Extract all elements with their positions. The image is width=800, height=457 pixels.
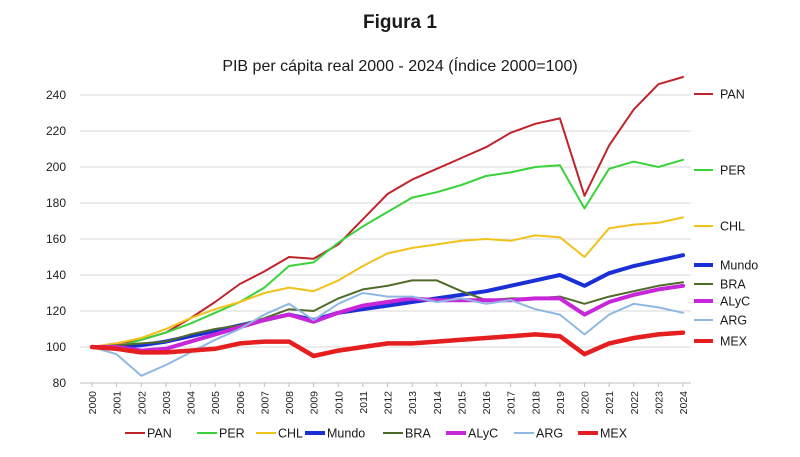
x-tick-label: 2010 (333, 391, 345, 415)
end-label-pan: PAN (694, 88, 745, 102)
legend-label: BRA (405, 427, 431, 441)
y-tick-label: 240 (46, 88, 66, 102)
legend-item-alyc: ALyC (446, 427, 498, 441)
x-tick-label: 2007 (259, 391, 271, 415)
end-label-arg: ARG (694, 314, 747, 328)
x-tick-label: 2009 (309, 391, 321, 415)
x-tick-label: 2006 (235, 391, 247, 415)
x-tick-label: 2018 (530, 391, 542, 415)
legend-item-mundo: Mundo (305, 427, 365, 441)
series-line-alyc (90, 283, 685, 353)
end-label-per: PER (694, 164, 746, 178)
x-tick-label: 2024 (678, 391, 690, 415)
series-lines (89, 76, 686, 377)
x-tick-label: 2004 (186, 391, 198, 415)
legend-item-bra: BRA (383, 427, 431, 441)
end-label-alyc: ALyC (694, 295, 750, 309)
legend-item-pan: PAN (125, 427, 172, 441)
y-tick-label: 140 (46, 268, 66, 282)
end-label-text: ALyC (720, 295, 750, 309)
x-tick-label: 2015 (456, 391, 468, 415)
end-label-mundo: Mundo (694, 259, 758, 273)
end-label-text: ARG (720, 314, 747, 328)
end-label-bra: BRA (694, 278, 746, 292)
end-label-text: PAN (720, 88, 745, 102)
legend-label: Mundo (327, 427, 365, 441)
legend-label: PAN (147, 427, 172, 441)
x-tick-label: 2020 (580, 391, 592, 415)
legend-label: PER (219, 427, 245, 441)
y-tick-label: 100 (46, 340, 66, 354)
x-axis-ticks: 2000 2001 2002 2003 2004 2005 2006 2007 2008 2009… (87, 383, 690, 414)
legend-item-arg: ARG (514, 427, 563, 441)
series-line-bra (91, 279, 684, 348)
end-label-text: Mundo (720, 259, 758, 273)
x-tick-label: 2022 (629, 391, 641, 415)
y-axis-ticks: 80 100 120 140 160 180 200 220 240 (46, 88, 66, 390)
end-label-text: CHL (720, 220, 745, 234)
legend-item-mex: MEX (578, 427, 628, 441)
figure-heading: Figura 1 (363, 12, 437, 33)
x-tick-label: 2002 (136, 391, 148, 415)
y-tick-label: 160 (46, 232, 66, 246)
chart-title: PIB per cápita real 2000 - 2024 (Índice … (222, 58, 578, 75)
x-tick-label: 2000 (87, 391, 99, 415)
series-line-chl (91, 216, 684, 348)
x-tick-label: 2013 (407, 391, 419, 415)
x-tick-label: 2008 (284, 391, 296, 415)
legend-label: ARG (536, 427, 563, 441)
end-label-chl: CHL (694, 220, 745, 234)
end-label-text: MEX (720, 335, 748, 349)
legend: PAN PER CHL Mundo BRA ALyC ARG MEX (125, 427, 628, 441)
legend-label: ALyC (468, 427, 498, 441)
y-tick-label: 80 (53, 376, 67, 390)
end-label-mex: MEX (694, 335, 748, 349)
x-tick-label: 2023 (653, 391, 665, 415)
x-tick-label: 2014 (432, 391, 444, 415)
x-tick-label: 2019 (555, 391, 567, 415)
x-tick-label: 2016 (481, 391, 493, 415)
end-label-text: PER (720, 164, 746, 178)
x-tick-label: 2001 (112, 391, 124, 415)
y-tick-label: 120 (46, 304, 66, 318)
legend-item-chl: CHL (256, 427, 303, 441)
x-tick-label: 2017 (506, 391, 518, 415)
series-line-mundo (90, 253, 685, 349)
legend-label: CHL (278, 427, 303, 441)
x-tick-label: 2003 (161, 391, 173, 415)
legend-item-per: PER (197, 427, 245, 441)
x-tick-label: 2021 (604, 391, 616, 415)
y-tick-label: 180 (46, 196, 66, 210)
x-tick-label: 2005 (210, 391, 222, 415)
y-tick-label: 200 (46, 160, 66, 174)
x-tick-label: 2012 (383, 391, 395, 415)
x-tick-label: 2011 (358, 391, 370, 414)
series-line-mex (89, 330, 686, 359)
series-end-labels: PAN PER CHL Mundo BRA ALyC ARG MEX (694, 88, 758, 349)
end-label-text: BRA (720, 278, 746, 292)
y-tick-label: 220 (46, 124, 66, 138)
series-line-per (91, 158, 684, 348)
legend-label: MEX (600, 427, 628, 441)
